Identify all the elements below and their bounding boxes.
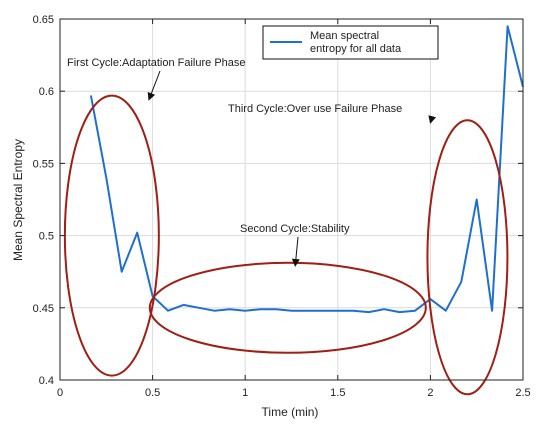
annotation-arrow [147,70,161,101]
y-tick-label: 0.6 [39,86,54,98]
axes-layer: 0 0.5 1 1.5 2 2.5 0.4 0.45 0.5 0.55 0.6 0.65 [33,14,531,399]
series-line [89,25,524,314]
annotation-label: Third Cycle:Over use Failure Phase [228,103,402,115]
y-tick-label: 0.45 [33,303,54,315]
annotation-arrow [291,236,300,267]
y-tick-label: 0.55 [33,158,54,170]
annotation-label: First Cycle:Adaptation Failure Phase [67,57,246,69]
annotations-layer: First Cycle:Adaptation Failure Phase Seco… [63,57,509,396]
x-tick-label: 0 [57,387,63,399]
legend-label: Mean spectral entropy for all data [310,30,402,55]
y-tick-label: 0.5 [39,231,54,243]
annotation-label: Second Cycle:Stability [240,223,350,235]
axes-frame [59,18,524,381]
y-tick-label: 0.4 [39,375,54,387]
plot-background [60,19,523,380]
x-tick-label: 2.5 [515,387,530,399]
plot-area [60,19,523,380]
x-tick-label: 2 [427,387,433,399]
series-layer [89,25,524,314]
cycle-ellipse [426,119,509,396]
cycle-ellipse [148,261,427,354]
y-axis-label: Mean Spectral Entropy [11,139,25,261]
x-tick-label: 1.5 [330,387,345,399]
x-tick-label: 1 [242,387,248,399]
x-tick-label: 0.5 [145,387,160,399]
x-axis-label: Time (min) [262,405,319,419]
legend: Mean spectral entropy for all data [262,25,439,60]
y-tick-label: 0.65 [33,14,54,26]
annotation-arrow [428,115,437,124]
